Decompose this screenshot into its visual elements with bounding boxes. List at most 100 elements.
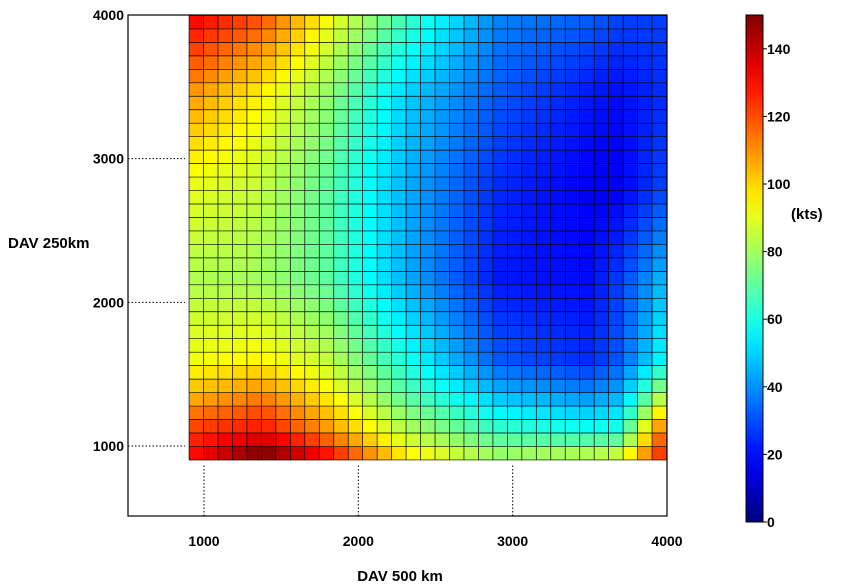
heatmap-cell bbox=[420, 365, 436, 380]
heatmap-cell bbox=[492, 432, 508, 447]
heatmap-cell bbox=[623, 271, 638, 286]
heatmap-cell bbox=[536, 419, 552, 434]
heatmap-cell bbox=[623, 230, 638, 245]
heatmap-cell bbox=[189, 163, 204, 178]
heatmap-cell bbox=[304, 123, 320, 138]
heatmap-cell bbox=[637, 150, 653, 164]
heatmap-cell bbox=[594, 190, 609, 205]
heatmap-cell bbox=[550, 82, 566, 97]
heatmap-cell bbox=[435, 55, 450, 70]
heatmap-cell bbox=[391, 284, 407, 299]
heatmap-cell bbox=[550, 163, 566, 178]
heatmap-cell bbox=[362, 311, 378, 326]
heatmap-cell bbox=[232, 432, 248, 447]
heatmap-cell bbox=[232, 109, 248, 124]
heatmap-cell bbox=[217, 257, 233, 272]
heatmap-cell bbox=[217, 325, 233, 340]
heatmap-cell bbox=[348, 28, 364, 43]
heatmap-cell bbox=[362, 204, 378, 218]
heatmap-cell bbox=[623, 177, 638, 191]
heatmap-cell bbox=[608, 150, 624, 164]
heatmap-cell bbox=[652, 284, 667, 299]
heatmap-cell bbox=[377, 177, 392, 191]
heatmap-cell bbox=[217, 123, 233, 138]
heatmap-cell bbox=[377, 204, 392, 218]
heatmap-cell bbox=[362, 177, 378, 191]
heatmap-cell bbox=[463, 150, 479, 164]
heatmap-cell bbox=[333, 163, 349, 178]
y-tick-label: 2000 bbox=[93, 294, 124, 310]
heatmap-cell bbox=[478, 338, 494, 353]
heatmap-cell bbox=[261, 338, 277, 353]
heatmap-cell bbox=[608, 69, 624, 84]
heatmap-cell bbox=[652, 204, 667, 218]
heatmap-cell bbox=[507, 69, 523, 84]
heatmap-cell bbox=[362, 419, 378, 434]
heatmap-cell bbox=[435, 365, 450, 380]
heatmap-cell bbox=[232, 163, 248, 178]
heatmap-cell bbox=[579, 217, 595, 232]
heatmap-cell bbox=[637, 123, 653, 138]
heatmap-cell bbox=[521, 163, 537, 178]
heatmap-cell bbox=[507, 284, 523, 299]
heatmap-cell bbox=[189, 28, 204, 43]
heatmap-cell bbox=[623, 257, 638, 272]
heatmap-cell bbox=[304, 338, 320, 353]
heatmap-cell bbox=[304, 136, 320, 151]
heatmap-cell bbox=[203, 271, 219, 286]
heatmap-cell bbox=[333, 82, 349, 97]
heatmap-cell bbox=[435, 177, 450, 191]
heatmap-cell bbox=[435, 311, 450, 326]
heatmap-cell bbox=[406, 96, 421, 111]
heatmap-cell bbox=[594, 55, 609, 70]
heatmap-cell bbox=[377, 284, 392, 299]
heatmap-cell bbox=[478, 244, 494, 259]
heatmap-cell bbox=[406, 392, 421, 407]
heatmap-cell bbox=[377, 230, 392, 245]
heatmap-cell bbox=[333, 244, 349, 259]
heatmap-cell bbox=[362, 96, 378, 111]
heatmap-cell bbox=[435, 338, 450, 353]
heatmap-cell bbox=[536, 163, 552, 178]
heatmap-cell bbox=[435, 432, 450, 447]
heatmap-cell bbox=[333, 15, 349, 30]
heatmap-cell bbox=[304, 96, 320, 111]
heatmap-cell bbox=[246, 204, 262, 218]
heatmap-cell bbox=[203, 28, 219, 43]
heatmap-cell bbox=[565, 392, 581, 407]
heatmap-cell bbox=[304, 109, 320, 124]
heatmap-cell bbox=[536, 284, 552, 299]
heatmap-cell bbox=[290, 406, 306, 420]
heatmap-cell bbox=[406, 244, 421, 259]
heatmap-cell bbox=[637, 365, 653, 380]
heatmap-cell bbox=[246, 352, 262, 366]
heatmap-cell bbox=[275, 432, 291, 447]
heatmap-cell bbox=[435, 96, 450, 111]
heatmap-cell bbox=[420, 42, 436, 57]
heatmap-cell bbox=[623, 96, 638, 111]
colorbar-tick-label: 140 bbox=[767, 41, 791, 57]
heatmap-cell bbox=[550, 298, 566, 313]
heatmap-cell bbox=[608, 230, 624, 245]
heatmap-cell bbox=[608, 136, 624, 151]
heatmap-cell bbox=[435, 230, 450, 245]
heatmap-cell bbox=[637, 136, 653, 151]
heatmap-cell bbox=[579, 432, 595, 447]
heatmap-cell bbox=[391, 352, 407, 366]
heatmap-cell bbox=[290, 136, 306, 151]
heatmap-cell bbox=[391, 217, 407, 232]
heatmap-cell bbox=[261, 69, 277, 84]
heatmap-cell bbox=[275, 271, 291, 286]
heatmap-cell bbox=[203, 338, 219, 353]
heatmap-cell bbox=[377, 446, 392, 461]
heatmap-cell bbox=[189, 123, 204, 138]
heatmap-cell bbox=[594, 311, 609, 326]
heatmap-cell bbox=[637, 55, 653, 70]
heatmap-cell bbox=[304, 82, 320, 97]
heatmap-cell bbox=[507, 42, 523, 57]
heatmap-cell bbox=[246, 446, 262, 461]
heatmap-cell bbox=[623, 123, 638, 138]
heatmap-cell bbox=[232, 338, 248, 353]
heatmap-cell bbox=[377, 257, 392, 272]
heatmap-cell bbox=[507, 96, 523, 111]
